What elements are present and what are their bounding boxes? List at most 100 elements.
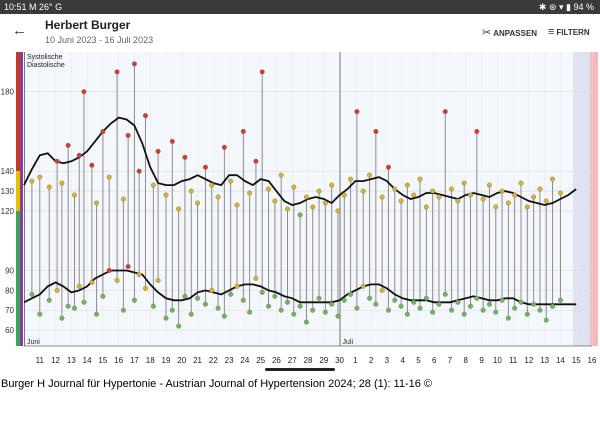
systolic-point (474, 129, 480, 134)
x-tick-label: 4 (400, 356, 405, 365)
filter-button[interactable]: ≡ FILTERN (548, 26, 590, 38)
systolic-point (480, 196, 486, 202)
systolic-point (215, 194, 221, 200)
adjust-button[interactable]: ✂ ANPASSEN (482, 26, 537, 39)
diastolic-point (557, 297, 563, 303)
systolic-point (176, 206, 182, 212)
systolic-point (131, 61, 137, 67)
diastolic-point (398, 303, 404, 309)
diastolic-point (106, 268, 112, 273)
diastolic-point (150, 303, 156, 309)
y-tick-label: 90 (5, 267, 14, 276)
systolic-point (310, 204, 316, 210)
y-tick-label: 70 (5, 306, 14, 315)
diastolic-point (512, 305, 518, 311)
x-tick-label: 15 (98, 356, 107, 365)
category-band-elevated (16, 171, 20, 211)
systolic-point (278, 172, 284, 178)
month-label: Juli (343, 339, 354, 346)
status-indicators: M 26° G (29, 2, 63, 12)
diastolic-point (505, 315, 511, 321)
systolic-point (100, 129, 106, 134)
systolic-point (209, 182, 215, 188)
systolic-point (486, 182, 492, 188)
diastolic-point (253, 276, 259, 281)
x-tick-label: 12 (51, 356, 60, 365)
diastolic-point (310, 307, 316, 313)
x-tick-label: 2 (369, 356, 374, 365)
systolic-point (37, 174, 43, 180)
diastolic-point (221, 313, 227, 319)
systolic-point (266, 186, 272, 192)
legend-diastolic: Diastolische (27, 62, 65, 69)
blood-pressure-chart[interactable]: 60 70 80 90 120 130 140 180 11 12 13 14 15 16 17 18 19 20… (0, 50, 600, 370)
diastolic-point (176, 323, 182, 329)
diastolic-point (247, 309, 253, 315)
diastolic-point (537, 307, 543, 313)
systolic-point (543, 198, 549, 204)
y-tick-label: 120 (1, 207, 15, 216)
diastolic-point (430, 309, 436, 315)
systolic-point (46, 184, 52, 190)
systolic-point (493, 204, 499, 210)
x-tick-label: 23 (225, 356, 234, 365)
diastolic-point (120, 307, 126, 313)
diastolic-point (297, 303, 303, 309)
diastolic-point (524, 311, 530, 317)
systolic-trend-line (23, 116, 577, 206)
diastolic-point (411, 299, 417, 305)
diastolic-point (474, 295, 480, 301)
arrow-left-icon[interactable]: ← (12, 22, 27, 39)
systolic-point (169, 138, 175, 144)
systolic-point (461, 180, 467, 186)
y-tick-label: 60 (5, 326, 14, 335)
status-right: ✱ ⊛ ▾ ▮ 94 % (539, 2, 594, 13)
systolic-point (468, 192, 473, 198)
systolic-point (411, 192, 417, 198)
diastolic-point (143, 285, 148, 291)
diastolic-point (449, 307, 455, 313)
systolic-point (228, 178, 234, 184)
scissors-icon: ✂ (482, 27, 492, 39)
diastolic-point (215, 305, 221, 311)
systolic-point (505, 200, 511, 206)
x-tick-label: 19 (162, 356, 171, 365)
diastolic-point (404, 311, 410, 317)
x-tick-label: 13 (540, 356, 549, 365)
diastolic-point (59, 315, 65, 321)
diastolic-point (72, 305, 77, 311)
diastolic-point (136, 272, 142, 277)
systolic-point (195, 200, 201, 206)
diastolic-point (169, 307, 175, 313)
diastolic-trend-line (23, 269, 577, 306)
systolic-point (182, 154, 188, 160)
systolic-point (272, 198, 278, 204)
systolic-point (423, 204, 429, 210)
systolic-point (29, 178, 35, 184)
systolic-point (155, 148, 161, 154)
diastolic-point (94, 311, 100, 317)
x-tick-label: 3 (385, 356, 390, 365)
systolic-point (136, 168, 142, 174)
diastolic-point (228, 291, 234, 297)
diastolic-point (195, 295, 201, 301)
diastolic-point (291, 311, 297, 317)
diastolic-point (455, 299, 461, 305)
systolic-point (150, 182, 156, 188)
diastolic-point (125, 264, 131, 269)
x-tick-label: 6 (432, 356, 437, 365)
diastolic-point (550, 303, 556, 309)
diastolic-point (379, 287, 385, 293)
diastolic-point (240, 297, 246, 303)
systolic-point (240, 129, 246, 134)
diastolic-point (531, 301, 537, 307)
diastolic-point (285, 299, 290, 305)
x-tick-label: 21 (193, 356, 202, 365)
date-range: 10 Juni 2023 - 16 Juli 2023 (45, 35, 154, 45)
systolic-point (329, 182, 335, 188)
home-indicator[interactable] (265, 368, 335, 371)
systolic-point (303, 194, 309, 200)
diastolic-point (29, 291, 35, 297)
systolic-point (360, 188, 366, 194)
